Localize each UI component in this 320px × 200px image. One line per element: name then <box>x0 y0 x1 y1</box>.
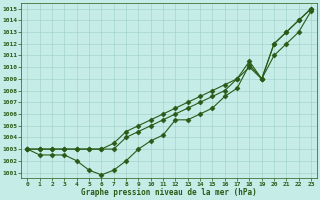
X-axis label: Graphe pression niveau de la mer (hPa): Graphe pression niveau de la mer (hPa) <box>81 188 257 197</box>
